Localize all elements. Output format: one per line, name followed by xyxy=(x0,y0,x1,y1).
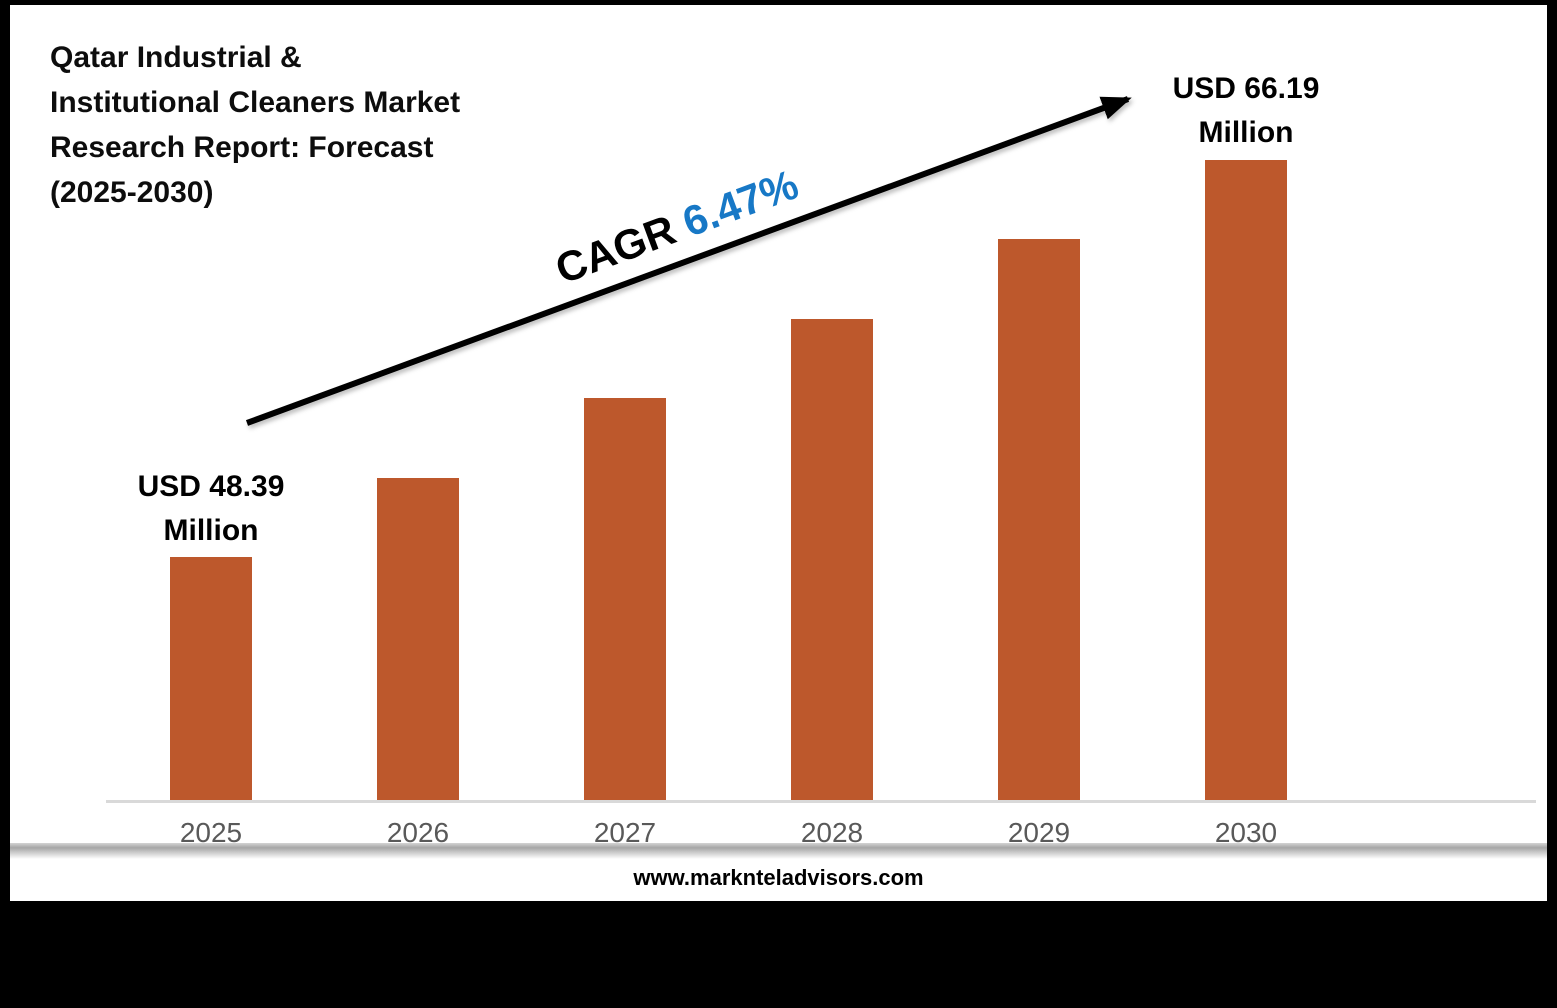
chart-canvas: Qatar Industrial & Institutional Cleaner… xyxy=(10,5,1547,901)
bar-2029 xyxy=(998,239,1080,800)
bar-2026 xyxy=(377,478,459,800)
bar-2028 xyxy=(791,319,873,800)
bar-2027 xyxy=(584,398,666,800)
value-label-2025: USD 48.39 Million xyxy=(61,465,361,553)
x-tick-2027: 2027 xyxy=(593,817,657,848)
x-tick-2029: 2029 xyxy=(1007,817,1071,848)
value-label-2030-line-2: Million xyxy=(1198,116,1294,149)
x-tick-2026: 2026 xyxy=(386,817,450,848)
x-tick-2030: 2030 xyxy=(1214,817,1278,848)
chart-title-line-4: (2025-2030) xyxy=(50,176,214,209)
x-tick-2025: 2025 xyxy=(179,817,243,848)
value-label-2025-line-2: Million xyxy=(163,514,259,547)
cagr-trend-arrow xyxy=(245,96,1132,426)
bar-2030 xyxy=(1205,160,1287,800)
chart-title: Qatar Industrial & Institutional Cleaner… xyxy=(50,35,550,215)
bar-plot: 2025 2026 2027 2028 2029 2030 xyxy=(10,5,1547,901)
chart-title-line-3: Research Report: Forecast xyxy=(50,131,434,164)
x-axis-line xyxy=(106,800,1536,803)
website-text: www.marknteladvisors.com xyxy=(633,865,924,890)
value-label-2030: USD 66.19 Million xyxy=(1096,67,1396,155)
trend-arrow-line xyxy=(245,96,1132,426)
chart-title-line-2: Institutional Cleaners Market xyxy=(50,86,461,119)
x-tick-2028: 2028 xyxy=(800,817,864,848)
chart-title-line-1: Qatar Industrial & xyxy=(50,41,302,74)
bar-2025 xyxy=(170,557,252,800)
value-label-2025-line-1: USD 48.39 xyxy=(137,470,285,503)
value-label-2030-line-1: USD 66.19 xyxy=(1172,72,1320,105)
chart-drop-shadow xyxy=(10,843,1547,859)
